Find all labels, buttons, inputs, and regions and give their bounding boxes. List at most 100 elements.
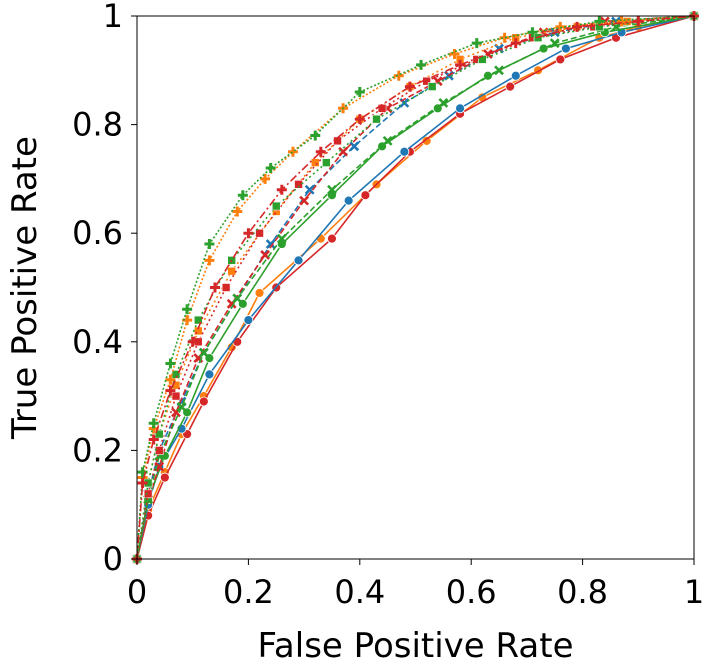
data-point (304, 184, 315, 195)
data-point (176, 402, 187, 412)
data-point (299, 195, 310, 206)
series-line (136, 15, 695, 560)
y-tick-label: 0.6 (72, 214, 123, 252)
data-point (148, 434, 159, 445)
x-tick-label: 0.6 (446, 573, 497, 611)
data-point (343, 195, 354, 206)
data-point (322, 158, 331, 167)
data-point (310, 158, 320, 167)
data-point (393, 70, 404, 81)
y-axis-title: True Positive Rate (5, 136, 45, 440)
data-point (293, 255, 304, 266)
ticks-layer: 0 0.2 0.4 0.6 0.8 1 0 0.2 0.4 0.6 0.8 1 (72, 0, 704, 611)
data-point (198, 347, 209, 358)
data-point (538, 43, 549, 54)
data-point (243, 315, 254, 325)
data-point (171, 380, 181, 390)
data-point (232, 206, 243, 217)
series-line (136, 15, 695, 560)
data-point (510, 70, 521, 81)
data-point (154, 429, 164, 439)
data-point (254, 288, 265, 298)
data-point (204, 239, 215, 250)
data-point (193, 315, 203, 325)
data-point (260, 173, 271, 184)
data-point (159, 472, 170, 483)
data-point (165, 358, 176, 369)
data-point (438, 97, 449, 108)
data-point (354, 114, 365, 125)
data-point (165, 385, 176, 396)
plot-frame (136, 15, 695, 560)
x-tick-label: 0.4 (334, 573, 385, 611)
y-tick-label: 1 (103, 0, 123, 35)
data-point (255, 228, 264, 238)
data-point (271, 201, 281, 211)
data-point (338, 146, 349, 157)
data-point (616, 16, 627, 27)
data-point (505, 81, 516, 92)
data-point (399, 146, 410, 157)
data-point (204, 369, 215, 380)
y-tick-label: 0.4 (72, 323, 123, 361)
data-point (549, 38, 560, 49)
data-point (372, 114, 381, 124)
data-point (265, 239, 276, 249)
data-point (260, 250, 271, 260)
x-tick-label: 0.2 (223, 573, 274, 611)
data-point (165, 374, 176, 385)
data-point (560, 43, 571, 54)
data-point (148, 418, 159, 429)
data-point (315, 146, 326, 157)
data-point (265, 163, 276, 174)
data-point (354, 87, 365, 98)
series-line (136, 15, 695, 560)
data-point (276, 184, 287, 195)
data-point (471, 38, 482, 49)
data-point (455, 59, 466, 70)
data-point (243, 228, 254, 239)
data-point (427, 82, 437, 91)
data-point (137, 477, 148, 488)
data-point (310, 130, 321, 141)
y-tick-label: 0 (103, 540, 123, 578)
data-point (572, 21, 583, 32)
data-point (555, 54, 566, 65)
data-point (382, 135, 393, 146)
series-9 (132, 11, 699, 564)
y-tick-label: 0.8 (72, 106, 123, 144)
data-point (171, 391, 181, 401)
data-point (287, 146, 298, 157)
x-axis-title: False Positive Rate (258, 626, 574, 666)
data-point (143, 489, 153, 499)
data-point (455, 103, 465, 114)
data-point (204, 255, 215, 266)
series-line (136, 15, 695, 560)
data-point (182, 304, 193, 315)
series-line (136, 15, 695, 560)
data-point (187, 336, 198, 347)
data-point (209, 282, 220, 293)
plot-area (137, 16, 694, 559)
x-tick-label: 0.8 (557, 573, 608, 611)
data-point (198, 396, 209, 407)
data-point (510, 38, 521, 49)
data-point (154, 446, 164, 455)
data-point (237, 190, 248, 201)
data-point (227, 266, 236, 276)
data-point (276, 233, 287, 244)
data-point (360, 190, 371, 201)
y-tick-label: 0.2 (72, 431, 123, 469)
x-tick-label: 1 (684, 573, 704, 611)
data-point (349, 141, 360, 152)
data-point (404, 81, 415, 92)
x-tick-label: 0 (127, 573, 147, 611)
data-point (449, 49, 460, 60)
data-point (327, 233, 337, 244)
data-point (232, 293, 243, 304)
data-point (494, 65, 504, 76)
data-point (221, 283, 231, 292)
data-point (527, 27, 538, 38)
data-point (327, 184, 337, 195)
